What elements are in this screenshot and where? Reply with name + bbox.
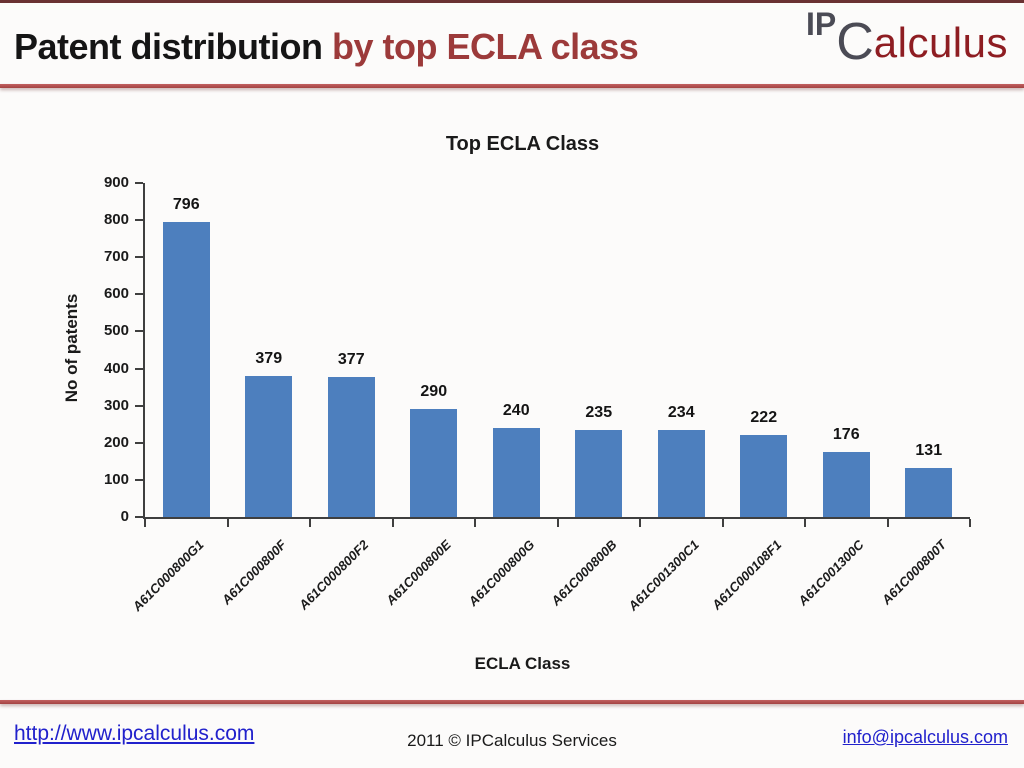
x-category-label-text: A61C000800T <box>878 537 950 608</box>
chart-title: Top ECLA Class <box>445 133 600 155</box>
x-category-label-text: A61C001300C1 <box>625 537 702 614</box>
page-title-black: Patent distribution <box>14 26 332 67</box>
x-tick-mark <box>721 519 724 527</box>
y-tick-label: 0 <box>120 508 129 525</box>
y-tick-label: 300 <box>103 396 129 414</box>
bar <box>410 409 458 517</box>
x-category-label-text: A61C000800F2 <box>296 537 372 613</box>
footer-divider-line <box>0 700 1024 704</box>
bar <box>822 451 870 517</box>
bar <box>657 430 705 517</box>
y-tick-mark <box>135 219 143 222</box>
x-tick-mark <box>969 519 971 527</box>
y-tick-label: 400 <box>103 359 129 377</box>
footer-email-link[interactable]: info@ipcalculus.com <box>842 727 1008 747</box>
y-tick-mark <box>135 293 143 296</box>
y-tick-label: 800 <box>103 211 129 229</box>
x-axis-label: ECLA Class <box>474 654 571 673</box>
bar-value-label: 176 <box>832 425 860 443</box>
bar-value-label: 240 <box>502 401 530 419</box>
x-category-labels: A61C000800G1 A61C000800F A61C000800F2 A61C0… <box>130 517 970 667</box>
x-category-label-text: A61C000800E <box>383 537 455 608</box>
bar-value-label: 222 <box>750 408 778 426</box>
y-tick-label: 600 <box>103 285 129 303</box>
bar-value-label: 131 <box>915 442 943 460</box>
x-category-label-text: A61C000800G <box>464 537 537 609</box>
bar-value-label: 290 <box>420 383 448 401</box>
x-tick-mark <box>556 519 559 527</box>
x-tick-mark <box>804 519 806 527</box>
ipcalculus-logo: IP C alculus <box>806 6 1008 68</box>
y-tick-mark <box>135 182 143 184</box>
page-title: Patent distribution by top ECLA class <box>14 26 639 68</box>
y-tick-mark <box>135 441 143 444</box>
y-tick-mark <box>135 256 143 259</box>
x-tick-mark <box>144 519 146 527</box>
bar-value-label: 379 <box>255 350 283 368</box>
bar-value-label: 377 <box>337 351 365 369</box>
bar-value-label: 235 <box>585 403 613 421</box>
x-tick-mark <box>886 519 889 527</box>
x-tick-mark <box>639 519 641 527</box>
bar-value-label: 796 <box>172 195 200 213</box>
y-tick-mark <box>135 367 143 370</box>
y-tick-mark <box>135 330 143 333</box>
x-category-label-text: A61C001300C <box>795 537 867 609</box>
y-axis-label: No of patents <box>62 293 81 403</box>
y-tick-label: 500 <box>103 322 129 340</box>
x-tick-mark <box>309 519 311 527</box>
x-category-label-text: A61C000108F1 <box>708 537 785 613</box>
page-title-red: by top ECLA class <box>332 26 639 67</box>
footer-website-link[interactable]: http://www.ipcalculus.com <box>14 722 255 745</box>
y-tick-label: 900 <box>103 174 129 191</box>
footer-copyright-text: 2011 © IPCalculus Services <box>407 731 617 750</box>
y-tick-label: 100 <box>103 470 129 488</box>
bar-value-label: 234 <box>667 404 695 422</box>
y-tick-mark <box>135 516 143 518</box>
bar <box>492 427 540 517</box>
x-category-label-text: A61C000800F <box>218 537 290 608</box>
y-tick-mark <box>135 404 143 407</box>
bar <box>245 376 293 517</box>
bar <box>327 377 375 517</box>
bar <box>740 434 788 517</box>
x-tick-mark <box>391 519 394 527</box>
y-tick-mark <box>135 478 143 481</box>
bar <box>575 429 623 517</box>
plot-area: A61C000800G1 A61C000800F A61C000800F2 A61C0… <box>104 174 971 614</box>
top-edge-line <box>0 0 1024 3</box>
logo-c-text: C <box>836 13 874 71</box>
bar <box>905 468 953 517</box>
logo-rest-text: alculus <box>873 19 1008 66</box>
x-category-label-text: A61C000800B <box>547 537 620 609</box>
y-tick-label: 200 <box>103 433 129 451</box>
x-tick-mark <box>474 519 476 527</box>
bar <box>162 221 210 517</box>
x-tick-mark <box>226 519 229 527</box>
x-category-label-text: A61C000800G1 <box>129 537 207 615</box>
header-divider-line <box>0 84 1024 88</box>
logo-ip-text: IP <box>805 6 837 42</box>
y-tick-label: 700 <box>103 248 129 266</box>
